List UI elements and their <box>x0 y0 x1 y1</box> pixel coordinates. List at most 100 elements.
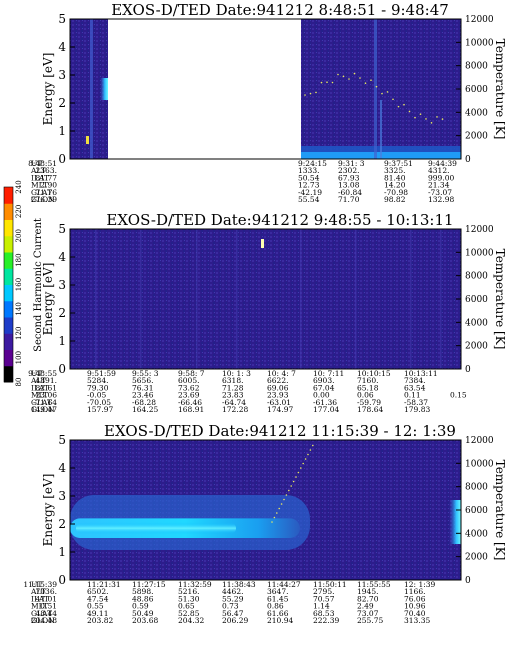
temperature-point <box>326 81 328 84</box>
colorbar-tick-label: 140 <box>15 302 23 315</box>
orbit-cell: 149.47 <box>31 405 57 414</box>
temperature-point <box>441 118 444 120</box>
temperature-point <box>392 98 394 101</box>
orbit-cell: 1.14 <box>313 602 330 611</box>
orbit-cell: 48.86 <box>132 594 154 603</box>
temperature-point <box>315 91 317 94</box>
orbit-cell: 0.11 <box>404 391 421 400</box>
orbit-cell: -66.46 <box>178 398 202 407</box>
panel-1-y-right-tick-label: 8000 <box>465 62 488 72</box>
orbit-cell: 3647. <box>267 587 288 596</box>
orbit-cell: 174.97 <box>267 405 293 414</box>
panel-2-y-right-label: Temperature [K] <box>493 249 505 350</box>
orbit-cell: 49.11 <box>87 609 108 618</box>
orbit-cell: -70.98 <box>384 188 408 197</box>
panel-1-spike-2 <box>374 19 377 159</box>
panel-3: EXOS-D/TED Date:941212 11:15:39 - 12: 1:… <box>23 422 505 625</box>
orbit-cell: 0.86 <box>267 602 284 611</box>
temperature-point <box>436 116 438 118</box>
panel-3-y-tick-label: 0 <box>58 573 66 587</box>
temperature-point <box>348 78 350 80</box>
orbit-cell: 4891. <box>36 376 57 385</box>
temperature-point <box>408 110 411 113</box>
orbit-row-label: UT <box>31 369 42 378</box>
temperature-point <box>430 122 433 124</box>
orbit-cell: 2363. <box>36 166 57 175</box>
colorbar-segment <box>4 252 13 269</box>
orbit-cell: 63.54 <box>404 383 426 392</box>
temperature-point <box>320 81 323 84</box>
temperature-point <box>425 118 427 120</box>
temperature-point <box>304 94 306 96</box>
panel-2-y-right-tick-label: 0 <box>465 365 471 375</box>
temperature-point <box>276 512 278 514</box>
temperature-point <box>295 476 297 478</box>
orbit-cell: 23.93 <box>267 391 289 400</box>
orbit-cell: 9:37:51 <box>384 159 413 168</box>
orbit-cell: 55.54 <box>298 195 320 204</box>
temperature-point <box>375 85 378 88</box>
panel-2-streak <box>300 229 302 369</box>
orbit-cell: 5898. <box>132 587 153 596</box>
temperature-point <box>309 92 312 95</box>
panel-2-streak <box>95 229 97 369</box>
panel-2-heatmap <box>70 229 461 369</box>
orbit-cell: 55.29 <box>222 594 244 603</box>
temperature-point <box>397 105 400 108</box>
orbit-row-label: ILAT <box>31 594 49 603</box>
orbit-cell: 0.59 <box>132 602 149 611</box>
temperature-point <box>302 462 305 465</box>
orbit-cell: 65.18 <box>357 383 379 392</box>
panel-2-y-tick-label: 4 <box>58 250 66 264</box>
orbit-cell: 6318. <box>222 376 243 385</box>
orbit-cell: -60.84 <box>338 188 362 197</box>
panel-2-streak <box>410 229 412 369</box>
temperature-point <box>280 503 283 505</box>
orbit-cell: -61.36 <box>313 398 337 407</box>
orbit-cell: 10:10:15 <box>357 369 391 378</box>
temperature-point <box>292 480 295 483</box>
orbit-row-label: UT <box>31 580 42 589</box>
orbit-cell: 10: 4: 7 <box>267 369 296 378</box>
orbit-cell: 9:24:15 <box>298 159 327 168</box>
colorbar-segment <box>4 203 13 220</box>
orbit-cell: 204.48 <box>31 616 57 625</box>
orbit-cell: 5216. <box>178 587 199 596</box>
panel-2-streak <box>140 229 142 369</box>
panel-2-plot-area <box>69 228 462 370</box>
orbit-row-label: GLAT <box>31 398 52 407</box>
panel-3-y-tick-label: 4 <box>58 461 66 475</box>
colorbar-segment <box>4 349 13 367</box>
panel-1-y-right-tick-label: 2000 <box>465 132 488 142</box>
temperature-point <box>273 516 276 519</box>
orbit-cell: 206.29 <box>222 616 248 625</box>
panel-3-title: EXOS-D/TED Date:941212 11:15:39 - 12: 1:… <box>104 422 456 440</box>
temperature-point <box>288 489 290 492</box>
orbit-cell: 11:44:27 <box>267 580 301 589</box>
orbit-cell: 71.76 <box>36 188 58 197</box>
orbit-cell: -58.37 <box>404 398 428 407</box>
orbit-cell: 71.70 <box>338 195 360 204</box>
panel-1-y-ticks: 0 1 2 3 4 5 <box>58 12 75 166</box>
orbit-cell: 73.62 <box>178 383 200 392</box>
orbit-cell: 0.55 <box>87 602 104 611</box>
temperature-point <box>283 498 285 501</box>
orbit-cell: 7036. <box>36 587 57 596</box>
orbit-cell: 67.93 <box>338 173 360 182</box>
panel-1-y-right-tick-label: 0 <box>465 155 471 165</box>
orbit-cell: 222.39 <box>313 616 339 625</box>
panel-3-y-right-tick-label: 2000 <box>465 553 488 563</box>
colorbar-ticks: 80 100 120 140 160 180 200 220 240 <box>15 180 23 386</box>
orbit-cell: 11:15:39 <box>23 580 57 589</box>
colorbar-tick-label: 160 <box>15 278 23 291</box>
colorbar-segment <box>4 235 13 253</box>
orbit-cell: 210.94 <box>267 616 293 625</box>
temperature-point <box>271 521 273 523</box>
orbit-cell: 4312. <box>428 166 449 175</box>
orbit-cell: 61.45 <box>267 594 289 603</box>
orbit-cell: 3325. <box>384 166 405 175</box>
orbit-cell: 21.34 <box>428 181 450 190</box>
orbit-cell: 12.73 <box>298 181 320 190</box>
orbit-cell: 71.28 <box>222 383 244 392</box>
